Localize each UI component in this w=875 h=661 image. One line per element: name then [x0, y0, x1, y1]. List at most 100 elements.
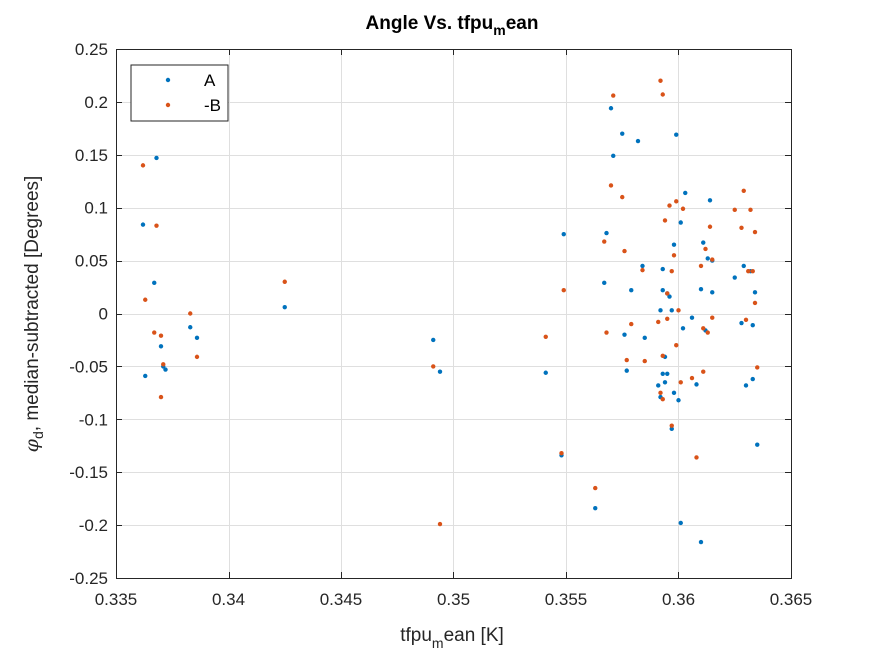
series-a-point: [152, 280, 157, 286]
x-tick-label: 0.335: [95, 590, 138, 609]
series-a-point: [143, 373, 148, 379]
series-b-point: [680, 206, 686, 211]
y-axis-label: φd, median-subtracted [Degrees]: [21, 176, 46, 453]
series-b-point: [674, 199, 679, 204]
x-tick-label: 0.34: [212, 590, 245, 609]
series-b-point: [642, 358, 647, 364]
y-tick-label: -0.15: [69, 463, 108, 482]
x-tick-label: 0.35: [437, 590, 470, 609]
series-a-point: [743, 383, 749, 388]
series-a-point: [701, 240, 706, 245]
series-a-point: [282, 304, 287, 310]
series-b-point: [608, 183, 614, 188]
series-b-point: [746, 268, 751, 274]
series-b-point: [752, 229, 758, 235]
series-b-point: [154, 223, 159, 228]
series-a-point: [640, 263, 645, 269]
series-b-point: [602, 239, 607, 244]
series-a-point: [669, 426, 674, 432]
series-a-point: [629, 288, 634, 293]
x-axis-label-tail: ean [K]: [444, 625, 504, 646]
series-b-point: [431, 364, 436, 369]
series-b-point: [678, 380, 683, 385]
series-b-point: [437, 521, 443, 527]
series-b-point: [755, 365, 760, 370]
series-b-point: [660, 353, 665, 359]
series-b-point: [665, 291, 670, 296]
series-b-point: [669, 268, 674, 274]
x-axis-label-main: tfpu: [400, 625, 432, 646]
y-tick-label: 0.1: [84, 199, 108, 218]
series-a-point: [604, 230, 609, 236]
series-a-point: [635, 138, 641, 144]
series-b-point: [629, 321, 634, 327]
series-b-point: [152, 330, 157, 335]
series-a-point: [660, 288, 665, 293]
series-b-point: [611, 93, 616, 98]
series-b-point: [282, 279, 287, 284]
series-a-point: [698, 286, 704, 292]
series-b-point: [701, 369, 706, 374]
series-b-point: [658, 390, 663, 396]
series-a-point: [140, 222, 146, 227]
series-a-point: [660, 266, 665, 272]
series-a-point: [656, 383, 661, 388]
series-b-point: [705, 330, 710, 335]
series-a-point: [739, 320, 744, 326]
series-b-point: [701, 326, 706, 331]
series-a-point: [698, 539, 704, 545]
series-b-point: [665, 316, 670, 321]
series-a-point: [671, 242, 677, 247]
chart-title-main: Angle Vs. tfpu: [366, 13, 494, 34]
series-a-point: [154, 155, 159, 161]
series-a-point: [694, 382, 699, 387]
series-b-point: [710, 257, 715, 262]
series-a-point: [665, 371, 670, 377]
series-a-point: [543, 370, 548, 375]
series-a-point: [689, 315, 695, 320]
series-b-point: [671, 253, 677, 258]
series-a-point: [602, 280, 607, 286]
series-b-point: [161, 362, 166, 367]
series-b-point: [158, 333, 164, 338]
series-a-point: [662, 380, 668, 385]
series-b-point: [658, 78, 663, 83]
legend-label-b: -B: [204, 96, 221, 115]
x-axis-label: tfpumean [K]: [400, 625, 504, 651]
series-a-point: [705, 256, 710, 261]
x-tick-label: 0.355: [545, 590, 588, 609]
series-b-point: [689, 375, 695, 381]
series-a-point: [671, 390, 677, 396]
series-a-point: [674, 132, 679, 137]
series-a-point: [683, 190, 688, 196]
y-tick-label: 0.05: [75, 252, 108, 271]
y-axis-label-sub: d: [30, 431, 46, 439]
series-a-point: [622, 332, 627, 337]
series-b-point: [732, 207, 737, 213]
series-b-point: [656, 319, 661, 325]
series-a-point: [741, 263, 746, 269]
series-a-point: [658, 308, 663, 313]
series-b-point: [543, 334, 548, 339]
series-b-point: [739, 225, 744, 231]
series-a-point: [593, 505, 598, 511]
x-tick-label: 0.365: [770, 590, 813, 609]
legend: A -B: [130, 64, 229, 122]
y-tick-label: -0.05: [69, 357, 108, 376]
y-tick-label: -0.25: [69, 569, 108, 588]
series-b-point: [669, 423, 674, 428]
series-b-point: [662, 218, 668, 223]
legend-marker-b: [165, 102, 171, 108]
series-b-point: [194, 354, 200, 360]
ticks: 0.335 0.34 0.345 0.35 0.355 0.36 0.365 -0.25 -0.…: [69, 40, 812, 609]
series-b-point: [752, 300, 758, 306]
series-b-point: [140, 163, 146, 168]
y-tick-label: 0: [99, 305, 108, 324]
series-b-point: [660, 92, 665, 97]
series-a-point: [678, 520, 683, 526]
series-b-point: [624, 357, 629, 363]
series-a-point: [194, 335, 200, 341]
y-axis-label-symbol: φ: [21, 438, 43, 452]
